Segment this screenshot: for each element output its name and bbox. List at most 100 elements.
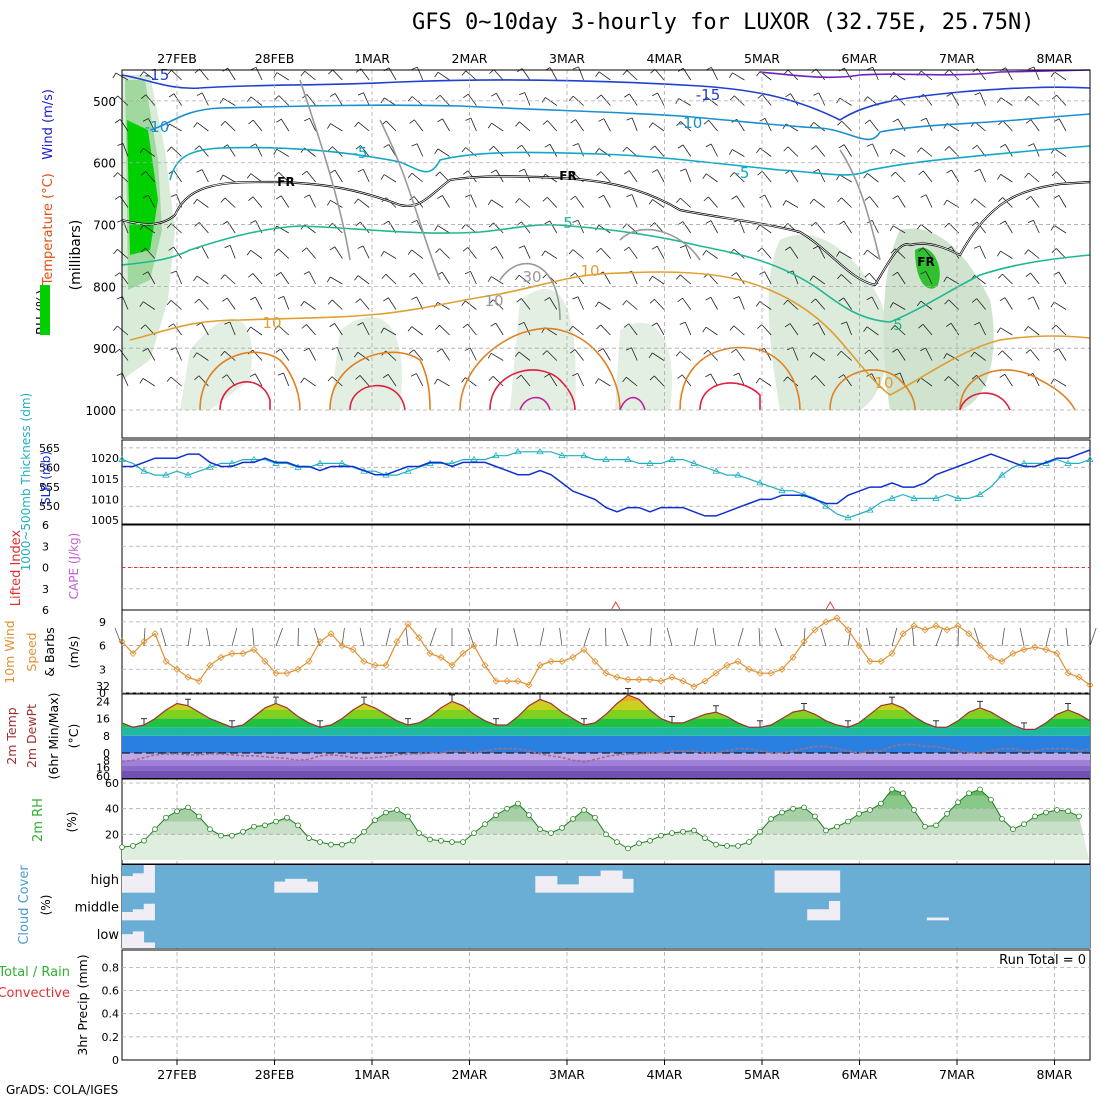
rh-point [823, 827, 829, 834]
minmax-marker [713, 705, 719, 712]
surface-wind-barbs [114, 627, 1097, 647]
bottom-date-label: 28FEB [255, 1067, 295, 1082]
wind-barbs [112, 66, 1067, 387]
upper-air-ylabel: Wind (m/s) [41, 89, 56, 160]
wind-barb-flag [811, 145, 817, 150]
wind-barb-flag [193, 199, 198, 205]
wind-barb-flag [649, 375, 655, 381]
wind-barb [732, 149, 745, 157]
wind-speed-point [371, 661, 379, 669]
wind-barb [330, 199, 343, 208]
wind-barb [626, 146, 638, 157]
wind-speed-point [789, 653, 797, 661]
wind-barb [866, 249, 879, 259]
wind-barb [147, 271, 156, 285]
wind-barb [147, 348, 156, 361]
rh-point [845, 818, 851, 825]
thickness-point [206, 463, 214, 470]
wind-barb [549, 67, 558, 81]
precip-tick-label: 0.2 [102, 1031, 120, 1044]
cloud-clear-cell [818, 909, 830, 921]
wind-barb-flag [515, 274, 520, 281]
wind-barb [574, 272, 584, 285]
rh-point [317, 839, 323, 845]
wind-barb [143, 147, 156, 157]
rh-point [273, 818, 279, 825]
wind-barb-flag [624, 170, 630, 175]
temperature-fill-band [122, 727, 1090, 736]
wind-barb [1054, 148, 1067, 157]
wind-barb [840, 350, 852, 361]
wind-barb [652, 199, 665, 208]
wind-barb-flag [139, 148, 144, 154]
wind-speed-point [778, 665, 786, 673]
wind-barb [122, 143, 129, 157]
wind-barb-flag [892, 195, 898, 200]
wind-barb-flag [890, 325, 896, 331]
wind-barb-flag [1050, 225, 1055, 231]
wind-barb-flag [572, 219, 579, 223]
wind-barb [1058, 271, 1067, 285]
wind-barb-flag [139, 71, 144, 77]
wind-barb-flag [889, 148, 894, 155]
wind-barb-flag [461, 377, 466, 383]
wind-barb [306, 94, 316, 106]
wind-barb-flag [757, 247, 763, 253]
wind-barb-flag [570, 195, 576, 201]
wind-barb [306, 247, 316, 259]
wind-barb-flag [705, 143, 712, 148]
wind-ylabel: Speed [24, 632, 39, 671]
wind-barb [920, 377, 933, 387]
temperature-band [122, 771, 1090, 778]
thickness-point [580, 451, 588, 459]
wind-barb [518, 274, 531, 285]
rh-point [647, 837, 653, 844]
wind-barb-flag [890, 171, 896, 177]
wind-barb [330, 123, 343, 132]
wind-barb [1002, 273, 1013, 285]
wind-barb [787, 376, 799, 387]
wind-barb-flag [757, 170, 763, 176]
wind-barb [764, 348, 772, 361]
wind-barb [229, 245, 236, 259]
wind-tick-label: 6 [99, 640, 106, 653]
wind-barb-flag [193, 352, 198, 358]
wind-barb [680, 197, 692, 208]
wind-barb-flag [273, 149, 278, 155]
li-tick-label: 3 [42, 540, 49, 553]
wind-barb-flag [783, 223, 789, 229]
wind-barb-flag [809, 275, 814, 281]
wind-barb-flag [837, 197, 842, 203]
wind-barb [815, 145, 826, 157]
wind-barb-flag [326, 200, 331, 206]
wind-barb [255, 296, 263, 310]
wind-barb-flag [355, 68, 362, 73]
wind-barb-flag [326, 276, 331, 283]
wind-barb-flag [113, 325, 118, 331]
wind-barb-flag [598, 118, 605, 122]
wind-barb-flag [809, 198, 814, 205]
wind-barb-flag [974, 92, 981, 96]
wind-barb-flag [434, 71, 439, 78]
wind-barb-flag [570, 272, 576, 277]
wind-barb-flag [918, 247, 924, 252]
cloud-clear-cell [143, 865, 155, 893]
wind-barb-flag [970, 198, 976, 204]
contour-label: -15 [696, 86, 721, 104]
wind-speed-point [613, 673, 621, 681]
wind-barb [656, 246, 665, 259]
rh-point [669, 830, 675, 836]
wind-barb-flag [462, 247, 469, 252]
wind-barb [437, 301, 450, 310]
thickness-point [866, 506, 874, 513]
wind-barb-flag [1024, 96, 1029, 102]
wind-barb [303, 377, 316, 387]
wind-speed-point [470, 642, 478, 650]
wind-barb [656, 322, 665, 336]
bottom-date-label: 5MAR [744, 1067, 780, 1082]
wind-barb-flag [142, 194, 149, 199]
wind-barb-flag [170, 347, 177, 351]
wind-barb-flag [944, 146, 950, 151]
wind-barb [441, 348, 450, 361]
wind-barb-flag [651, 245, 658, 250]
